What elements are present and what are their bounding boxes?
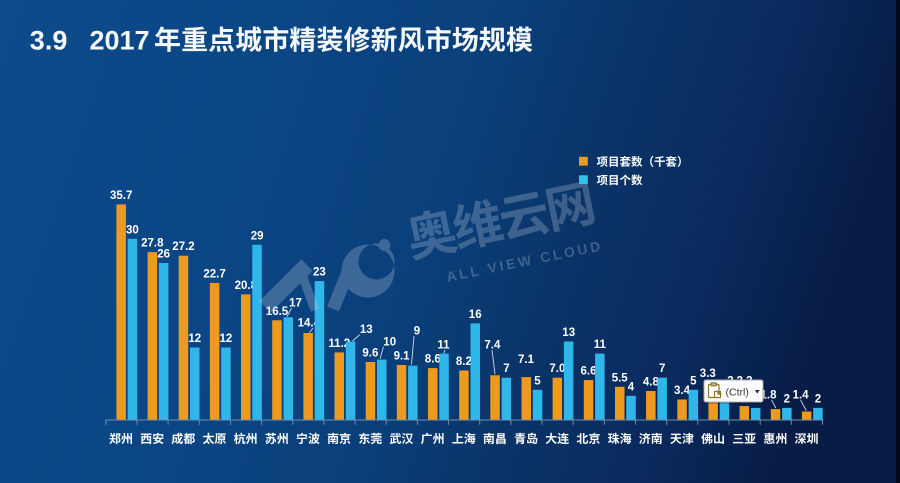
svg-text:35.7: 35.7 [110,190,132,202]
svg-text:7.4: 7.4 [484,339,501,351]
svg-text:27.8: 27.8 [141,238,164,250]
svg-text:1.4: 1.4 [793,389,810,401]
svg-text:30: 30 [126,224,139,236]
svg-text:12: 12 [188,333,201,345]
svg-text:7: 7 [503,363,509,375]
svg-text:16: 16 [469,309,482,321]
svg-text:12: 12 [220,333,233,345]
svg-text:2017: 2017 [90,26,150,56]
svg-text:5: 5 [534,375,541,387]
svg-text:5.5: 5.5 [612,372,629,384]
svg-text:6.6: 6.6 [581,366,597,378]
svg-text:26: 26 [157,249,170,261]
svg-text:2: 2 [784,393,790,405]
svg-text:7.1: 7.1 [518,354,535,366]
svg-text:5: 5 [690,375,697,387]
svg-text:16.5: 16.5 [266,306,289,318]
svg-text:17: 17 [289,298,302,310]
svg-text:10: 10 [383,336,396,348]
svg-text:3.9: 3.9 [30,26,68,56]
svg-text:13: 13 [562,327,575,339]
svg-text:(Ctrl): (Ctrl) [726,386,749,398]
svg-text:9: 9 [414,326,420,338]
svg-text:23: 23 [313,267,326,279]
svg-text:3.4: 3.4 [674,385,691,397]
svg-text:7: 7 [659,363,665,375]
svg-text:8.2: 8.2 [456,356,472,368]
svg-text:1.8: 1.8 [761,389,778,401]
svg-text:2: 2 [815,393,821,405]
svg-text:22.7: 22.7 [203,268,225,280]
svg-text:11: 11 [594,339,607,351]
svg-text:13: 13 [360,324,373,336]
svg-text:8.6: 8.6 [425,354,441,366]
svg-text:4.8: 4.8 [643,377,660,389]
svg-text:29: 29 [251,230,264,242]
svg-text:7.0: 7.0 [549,363,565,375]
svg-text:20.8: 20.8 [235,280,258,292]
svg-text:9.6: 9.6 [362,348,378,360]
svg-text:27.2: 27.2 [172,241,194,253]
svg-text:9.1: 9.1 [394,351,411,363]
svg-text:3.3: 3.3 [700,368,716,380]
svg-text:11: 11 [437,339,450,351]
svg-text:11.2: 11.2 [328,338,350,350]
svg-text:4: 4 [628,381,635,393]
